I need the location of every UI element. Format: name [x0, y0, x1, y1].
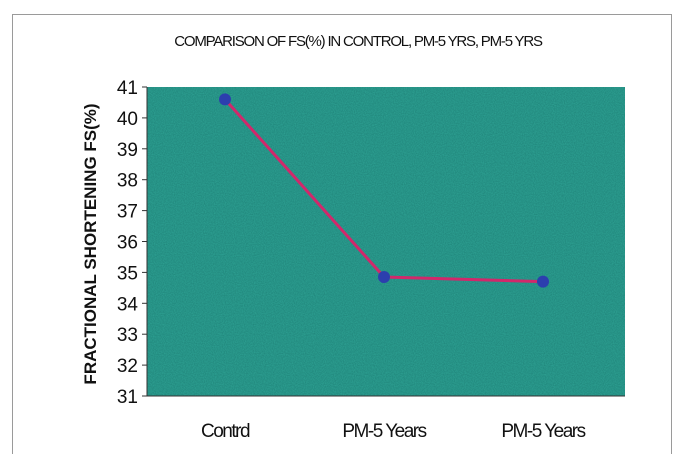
y-tick-label: 38 [117, 171, 138, 192]
y-tick-label: 39 [117, 140, 138, 161]
data-point [219, 93, 231, 106]
y-axis-label: FRACTIONAL SHORTENING FS(%) [81, 103, 100, 384]
y-tick-label: 37 [117, 202, 138, 223]
chart-title: COMPARISON OF FS(%) IN CONTROL, PM-5 YRS… [174, 33, 543, 50]
y-ticks: 31 32 33 34 35 36 37 38 39 40 41 [117, 78, 147, 408]
y-tick-label: 40 [117, 109, 138, 130]
y-tick-label: 34 [117, 294, 139, 315]
y-tick-label: 41 [117, 78, 138, 99]
x-tick-label: Contrd [201, 421, 250, 442]
y-tick-label: 32 [117, 356, 138, 377]
x-tick-label: PM-5 Years [501, 421, 585, 442]
x-tick-label: PM-5 Years [342, 421, 426, 442]
plot-texture [147, 87, 625, 396]
data-point [537, 275, 549, 288]
y-tick-label: 35 [117, 263, 138, 284]
y-tick-label: 31 [117, 387, 138, 408]
data-point [378, 271, 390, 284]
y-tick-label: 36 [117, 233, 138, 254]
series-fs [219, 93, 549, 288]
x-tick-labels: Contrd PM-5 Years PM-5 Years [201, 421, 587, 442]
y-tick-label: 33 [117, 325, 138, 346]
